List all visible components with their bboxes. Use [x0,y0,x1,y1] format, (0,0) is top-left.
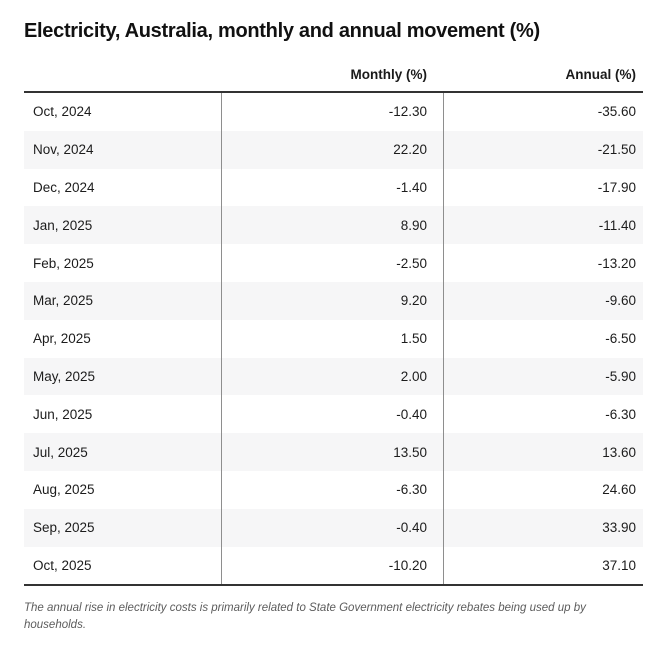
monthly-cell: -1.40 [221,168,443,207]
monthly-cell: 9.20 [221,281,443,320]
annual-cell: -35.60 [443,93,643,131]
table-row: Oct, 2024 -12.30 -35.60 [24,93,643,131]
period-cell: Oct, 2024 [33,104,92,120]
annual-cell: 24.60 [443,470,643,509]
table-row: Sep, 2025 -0.40 33.90 [24,508,643,547]
period-cell: Mar, 2025 [33,293,94,309]
column-header-annual: Annual (%) [565,67,637,82]
period-cell: Jul, 2025 [33,444,88,460]
table-row: Jul, 2025 13.50 13.60 [24,433,643,471]
annual-cell: 33.90 [443,508,643,547]
monthly-cell: -0.40 [221,508,443,547]
period-cell: Sep, 2025 [33,520,95,536]
annual-cell: -21.50 [443,130,643,169]
annual-cell: 37.10 [443,546,643,585]
monthly-cell: 1.50 [221,319,443,358]
period-cell: Feb, 2025 [33,255,94,271]
table-row: May, 2025 2.00 -5.90 [24,357,643,396]
period-cell: Nov, 2024 [33,142,94,158]
annual-cell: -6.30 [443,395,643,434]
period-cell: Apr, 2025 [33,331,91,347]
period-cell: Jan, 2025 [33,217,93,233]
period-cell: Jun, 2025 [33,406,93,422]
period-cell: May, 2025 [33,368,96,384]
monthly-cell: 8.90 [221,206,443,245]
page-title: Electricity, Australia, monthly and annu… [24,20,540,42]
table-row: Feb, 2025 -2.50 -13.20 [24,244,643,282]
monthly-cell: 2.00 [221,357,443,396]
annual-cell: -6.50 [443,319,643,358]
column-header-monthly: Monthly (%) [350,67,428,82]
table-header-row: Monthly (%) Annual (%) [24,43,643,91]
table-row: Aug, 2025 -6.30 24.60 [24,470,643,509]
annual-cell: -9.60 [443,281,643,320]
period-cell: Oct, 2025 [33,557,92,573]
annual-cell: -17.90 [443,168,643,207]
monthly-cell: -2.50 [221,244,443,282]
annual-cell: -5.90 [443,357,643,396]
monthly-cell: -10.20 [221,546,443,585]
table-row: Nov, 2024 22.20 -21.50 [24,130,643,169]
table-body: Oct, 2024 -12.30 -35.60 Nov, 2024 22.20 … [24,91,643,587]
monthly-cell: -6.30 [221,470,443,509]
monthly-cell: 22.20 [221,130,443,169]
monthly-cell: -12.30 [221,93,443,131]
annual-cell: -11.40 [443,206,643,245]
monthly-cell: -0.40 [221,395,443,434]
period-cell: Aug, 2025 [33,482,95,498]
table-row: Mar, 2025 9.20 -9.60 [24,281,643,320]
data-table: Monthly (%) Annual (%) Oct, 2024 -12.30 … [24,43,643,587]
table-row: Jun, 2025 -0.40 -6.30 [24,395,643,434]
monthly-cell: 13.50 [221,433,443,471]
table-row: Dec, 2024 -1.40 -17.90 [24,168,643,207]
annual-cell: -13.20 [443,244,643,282]
table-row: Oct, 2025 -10.20 37.10 [24,546,643,585]
annual-cell: 13.60 [443,433,643,471]
table-row: Apr, 2025 1.50 -6.50 [24,319,643,358]
table-row: Jan, 2025 8.90 -11.40 [24,206,643,245]
footnote: The annual rise in electricity costs is … [24,602,586,632]
period-cell: Dec, 2024 [33,179,95,195]
